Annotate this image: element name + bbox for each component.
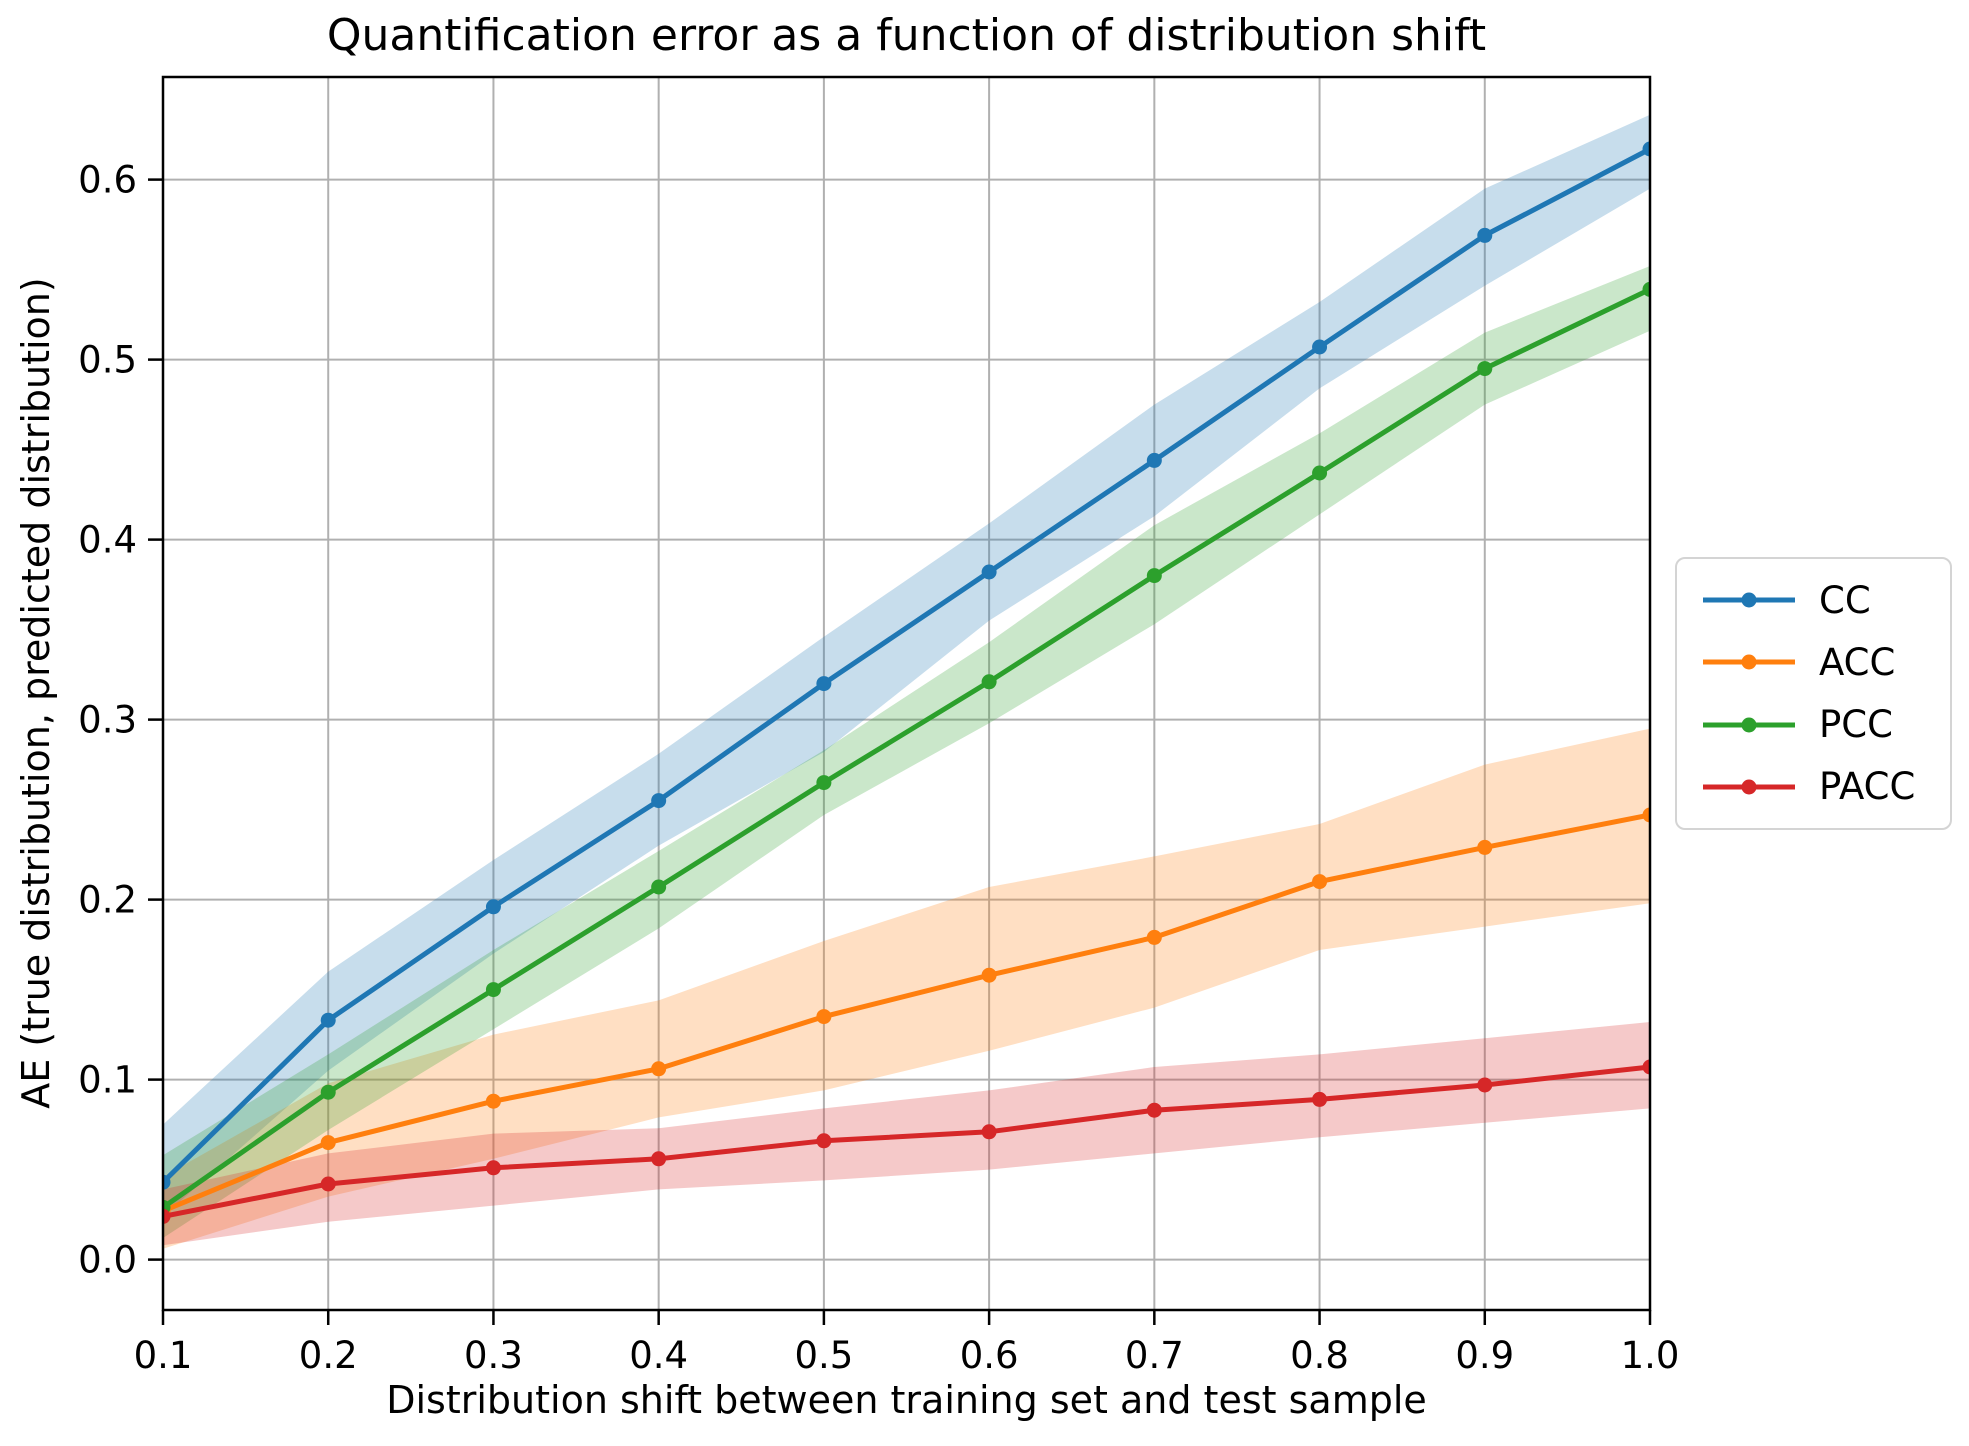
legend-label: PACC: [1819, 765, 1916, 809]
series-marker-acc: [1477, 839, 1493, 855]
series-marker-cc: [1146, 452, 1162, 468]
x-tick-label: 0.8: [1290, 1334, 1349, 1377]
x-tick-label: 0.5: [794, 1334, 853, 1377]
series-marker-pcc: [1146, 568, 1162, 584]
series-marker-pacc: [163, 1208, 171, 1224]
series-marker-acc: [1642, 807, 1650, 823]
x-tick-label: 0.9: [1455, 1334, 1514, 1377]
series-marker-pcc: [816, 775, 832, 791]
series-marker-pacc: [485, 1160, 501, 1176]
series-marker-pcc: [485, 982, 501, 998]
series-marker-pacc: [1312, 1091, 1328, 1107]
y-tick-label: 0.6: [78, 159, 137, 202]
legend-entry-pacc: PACC: [1701, 765, 1950, 808]
series-marker-cc: [163, 1174, 171, 1190]
series-marker-cc: [485, 899, 501, 915]
legend-label: CC: [1819, 578, 1871, 622]
series-marker-cc: [320, 1012, 336, 1028]
series-marker-pacc: [981, 1124, 997, 1140]
series-marker-cc: [1312, 339, 1328, 355]
series-marker-pcc: [1477, 361, 1493, 377]
y-tick-label: 0.5: [78, 339, 137, 382]
series-marker-pcc: [1312, 465, 1328, 481]
legend-line-sample: [1703, 717, 1795, 733]
series-band-cc: [163, 114, 1650, 1217]
series-marker-pacc: [320, 1176, 336, 1192]
series-band-acc: [163, 728, 1650, 1249]
series-marker-cc: [816, 676, 832, 692]
series-marker-pcc: [981, 674, 997, 690]
x-tick-label: 0.4: [629, 1334, 688, 1377]
series-marker-acc: [320, 1135, 336, 1151]
series-line-pacc: [163, 1064, 1650, 1219]
series-marker-cc: [1477, 227, 1493, 243]
legend-entry-cc: CC: [1701, 579, 1950, 622]
series-marker-pacc: [1146, 1102, 1162, 1118]
series-band-pacc: [163, 1022, 1650, 1246]
y-tick-label: 0.4: [78, 519, 137, 562]
series-line-acc: [163, 812, 1650, 1214]
x-tick-label: 0.6: [960, 1334, 1019, 1377]
series-marker-cc: [1642, 141, 1650, 157]
series-marker-pcc: [651, 879, 667, 895]
series-marker-pacc: [651, 1151, 667, 1167]
legend-entry-pcc: PCC: [1701, 703, 1950, 746]
legend-line-sample: [1703, 592, 1795, 608]
series-marker-acc: [981, 967, 997, 983]
series-marker-pacc: [1642, 1059, 1650, 1075]
series-marker-pcc: [1642, 281, 1650, 297]
series-marker-pcc: [320, 1084, 336, 1100]
x-tick-label: 1.0: [1621, 1334, 1680, 1377]
legend-entry-acc: ACC: [1701, 641, 1950, 684]
legend: CC ACC PCC PACC: [1675, 557, 1952, 830]
x-tick-label: 0.1: [134, 1334, 193, 1377]
series-line-cc: [163, 146, 1650, 1184]
legend-label: ACC: [1819, 640, 1896, 684]
x-axis-label: Distribution shift between training set …: [386, 1378, 1427, 1422]
series-marker-pacc: [816, 1133, 832, 1149]
series-layer: [163, 114, 1650, 1249]
chart-title: Quantification error as a function of di…: [326, 10, 1487, 61]
series-line-pcc: [163, 287, 1650, 1210]
x-tick-label: 0.2: [299, 1334, 358, 1377]
series-marker-pacc: [1477, 1077, 1493, 1093]
series-band-pcc: [163, 266, 1650, 1238]
axes-spines: [161, 75, 1652, 1312]
series-marker-acc: [1146, 929, 1162, 945]
y-tick-label: 0.1: [78, 1059, 137, 1102]
series-marker-acc: [651, 1061, 667, 1077]
legend-label: PCC: [1819, 703, 1893, 747]
series-marker-acc: [485, 1093, 501, 1109]
series-marker-acc: [1312, 874, 1328, 890]
series-marker-cc: [651, 793, 667, 809]
legend-line-sample: [1703, 779, 1795, 795]
y-tick-label: 0.3: [78, 699, 137, 742]
x-tick-label: 0.3: [464, 1334, 523, 1377]
legend-line-sample: [1703, 654, 1795, 670]
x-tick-label: 0.7: [1125, 1334, 1184, 1377]
series-marker-acc: [816, 1009, 832, 1025]
series-marker-cc: [981, 564, 997, 580]
y-tick-label: 0.0: [78, 1239, 137, 1282]
y-tick-label: 0.2: [78, 879, 137, 922]
